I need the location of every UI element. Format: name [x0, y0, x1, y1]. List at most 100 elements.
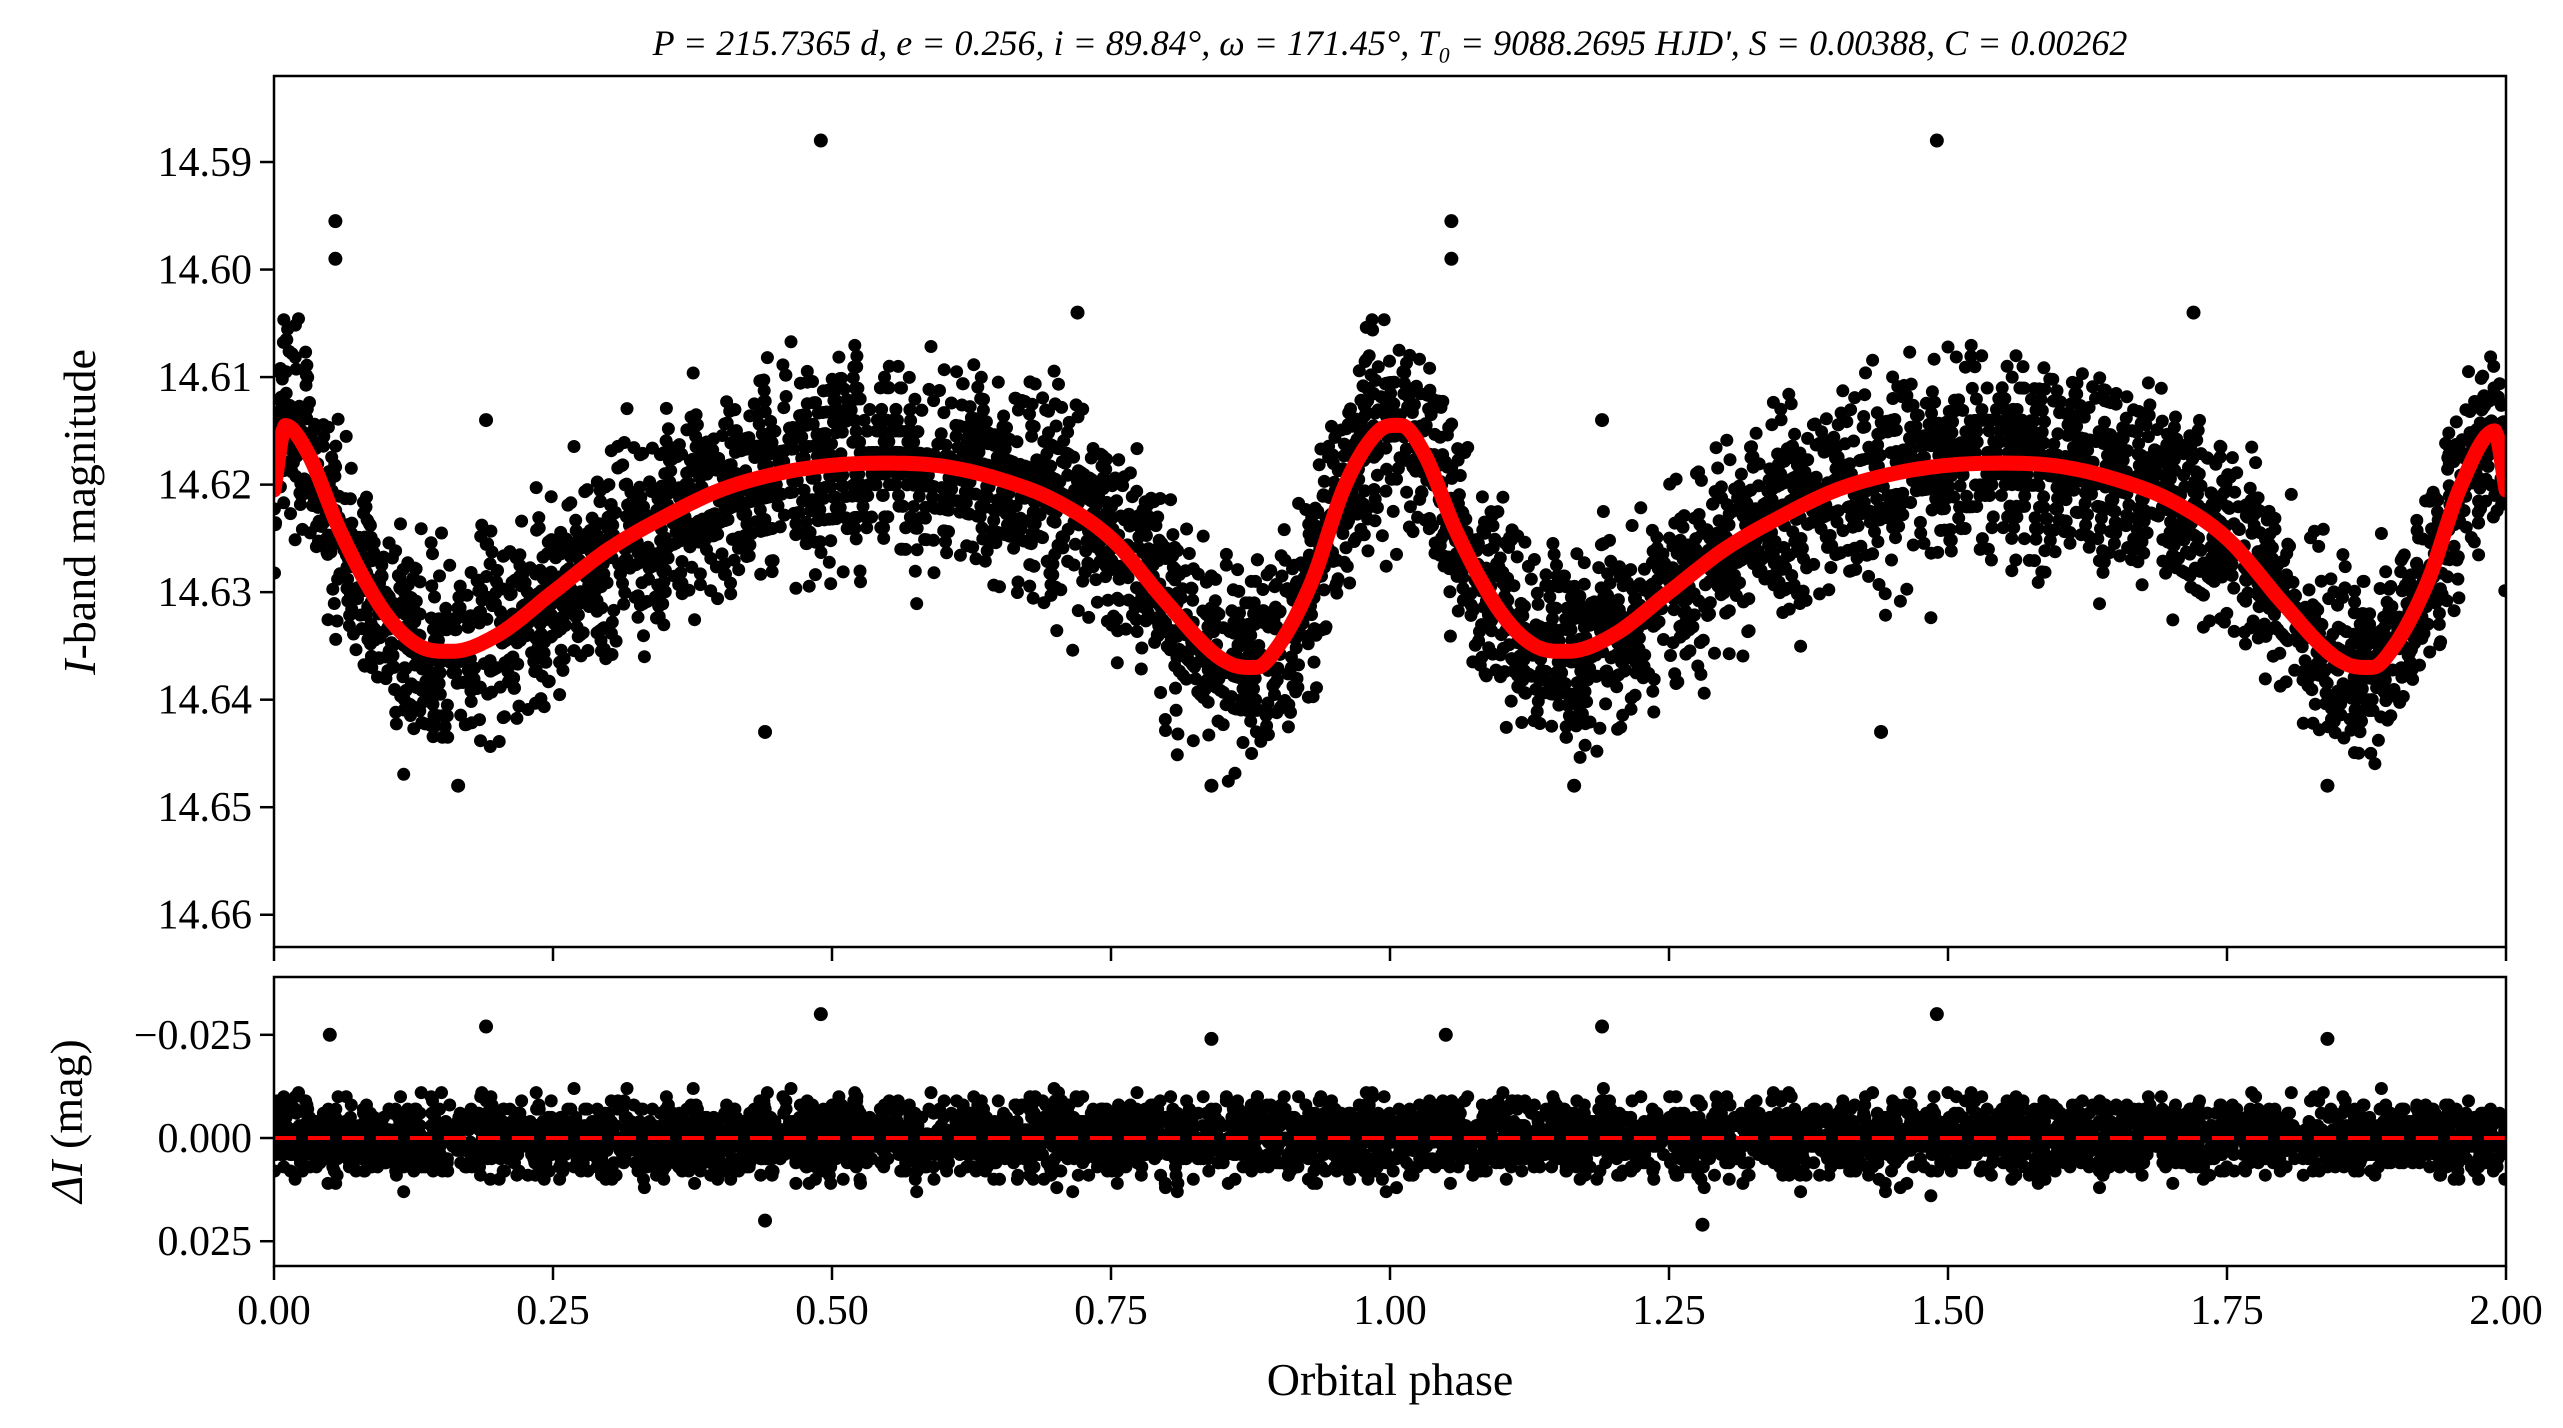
data-point: [1240, 682, 1254, 696]
data-point: [937, 363, 951, 377]
data-point: [1139, 614, 1153, 628]
data-point: [1836, 384, 1850, 398]
data-point: [2394, 565, 2408, 579]
data-point: [1292, 658, 1305, 672]
data-point: [934, 427, 948, 441]
data-point: [2004, 510, 2018, 524]
data-point: [825, 437, 838, 451]
data-point: [940, 546, 954, 560]
data-point: [1994, 435, 2007, 449]
data-point: [1734, 467, 1748, 481]
data-point: [1130, 625, 1144, 638]
data-point: [1720, 433, 1734, 447]
data-point: [513, 559, 527, 572]
data-point: [284, 507, 297, 521]
data-point: [1781, 581, 1795, 595]
data-point: [1154, 686, 1168, 699]
data-point: [1110, 656, 1124, 670]
data-point: [1219, 558, 1233, 572]
data-point: [688, 613, 702, 627]
data-point: [1872, 448, 1886, 462]
data-point: [1650, 530, 1664, 544]
data-point: [2078, 486, 2092, 500]
data-point: [316, 439, 330, 453]
data-point: [806, 417, 820, 431]
data-point: [1352, 364, 1366, 378]
light-curve-panel: P = 215.7365 d, e = 0.256, i = 89.84°, ω…: [54, 23, 2508, 961]
data-point: [620, 402, 634, 416]
data-point: [1667, 603, 1681, 617]
data-point: [1023, 461, 1036, 475]
data-point: [1496, 490, 1510, 504]
data-point: [1117, 470, 1131, 484]
data-point: [2047, 437, 2061, 451]
data-point: [645, 559, 659, 573]
data-point: [2069, 505, 2083, 519]
data-point: [1740, 485, 1754, 499]
data-point: [1573, 750, 1587, 764]
data-point: [2200, 451, 2214, 465]
data-point: [2163, 525, 2177, 539]
data-point: [817, 491, 831, 505]
data-point: [1369, 448, 1383, 462]
data-point: [2213, 568, 2227, 582]
data-point: [1384, 472, 1398, 486]
data-point: [1361, 544, 1375, 558]
data-point: [1530, 705, 1544, 718]
data-point: [293, 498, 307, 511]
data-point: [1943, 523, 1957, 537]
data-point: [889, 402, 903, 416]
data-point: [848, 381, 862, 395]
data-point: [797, 483, 811, 497]
data-point: [1453, 469, 1467, 482]
data-point: [1517, 664, 1531, 678]
data-point: [1025, 397, 1039, 411]
data-point: [1728, 482, 1742, 496]
data-point: [2130, 522, 2144, 536]
data-point: [1027, 559, 1041, 573]
data-point: [1592, 561, 1606, 575]
data-point: [1679, 647, 1693, 661]
data-point: [1646, 684, 1660, 698]
data-point: [1362, 349, 1376, 363]
data-point: [1282, 698, 1296, 712]
data-point: [1050, 624, 1064, 638]
data-point: [603, 498, 617, 512]
data-point: [849, 392, 863, 406]
data-point: [1934, 524, 1948, 537]
data-point: [2296, 673, 2310, 687]
data-point: [338, 492, 352, 506]
data-point: [1983, 489, 1996, 502]
data-point: [1428, 546, 1442, 560]
data-point: [2063, 536, 2077, 550]
data-point: [1819, 412, 1833, 426]
data-point: [1319, 620, 1333, 634]
data-point: [1422, 402, 1436, 416]
data-point: [1970, 435, 1984, 449]
data-point: [1112, 453, 1126, 467]
data-point: [904, 414, 918, 427]
data-point: [1001, 507, 1015, 521]
data-point: [2120, 390, 2134, 404]
data-point: [1922, 417, 1936, 431]
data-point: [2132, 501, 2146, 515]
data-point: [1692, 465, 1706, 479]
data-point: [1026, 591, 1040, 605]
data-point: [280, 333, 294, 347]
data-point: [1801, 453, 1815, 467]
data-point: [632, 556, 646, 570]
data-point: [848, 338, 862, 352]
data-point: [1844, 564, 1858, 578]
data-point: [2086, 380, 2100, 394]
data-point: [492, 735, 506, 748]
data-point: [508, 681, 521, 695]
data-point: [1396, 451, 1410, 465]
data-point: [299, 378, 313, 392]
data-point: [1722, 604, 1736, 618]
data-point: [567, 440, 581, 453]
data-point: [661, 422, 675, 436]
data-point: [1862, 569, 1876, 583]
data-point: [1697, 686, 1711, 700]
data-point: [532, 511, 546, 525]
data-point: [1138, 526, 1152, 540]
